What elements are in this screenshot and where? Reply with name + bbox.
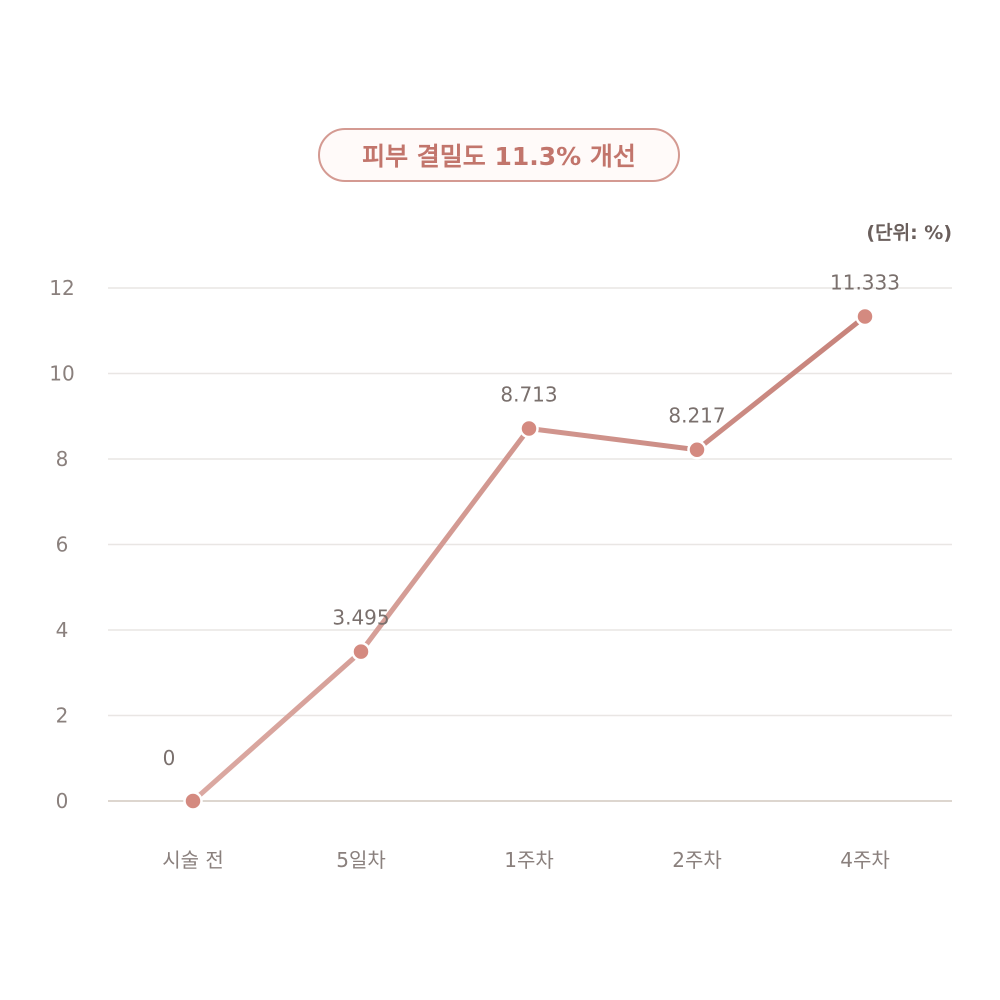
y-tick-label: 0 [56, 789, 69, 813]
x-tick-label: 5일차 [336, 848, 386, 872]
data-label: 11.333 [830, 271, 900, 295]
grid-layer [108, 287, 952, 802]
data-label: 3.495 [332, 606, 389, 630]
x-tick-label: 2주차 [672, 848, 722, 872]
x-axis: 시술 전 5일차 1주차 2주차 4주차 [162, 848, 890, 872]
unit-label: (단위: %) [866, 222, 952, 244]
x-tick-label: 시술 전 [162, 848, 224, 872]
points-layer [183, 306, 875, 811]
chart-title: 피부 결밀도 11.3% 개선 [318, 128, 680, 182]
data-point [855, 306, 875, 327]
data-point [183, 791, 203, 811]
y-tick-label: 4 [56, 618, 69, 642]
y-tick-label: 10 [49, 362, 74, 386]
x-tick-label: 1주차 [504, 848, 554, 872]
data-labels-layer: 0 3.495 8.713 8.217 11.333 [163, 271, 900, 770]
x-tick-label: 4주차 [840, 848, 890, 872]
y-tick-label: 2 [56, 704, 69, 728]
y-tick-label: 6 [56, 533, 69, 557]
data-point [687, 439, 707, 460]
y-tick-label: 8 [56, 447, 69, 471]
data-point [351, 641, 371, 662]
data-label: 0 [163, 746, 176, 770]
y-axis: 0 2 4 6 8 10 12 [49, 276, 74, 813]
data-label: 8.217 [668, 404, 725, 428]
data-point [519, 418, 539, 439]
data-label: 8.713 [500, 383, 557, 407]
y-tick-label: 12 [49, 276, 74, 300]
